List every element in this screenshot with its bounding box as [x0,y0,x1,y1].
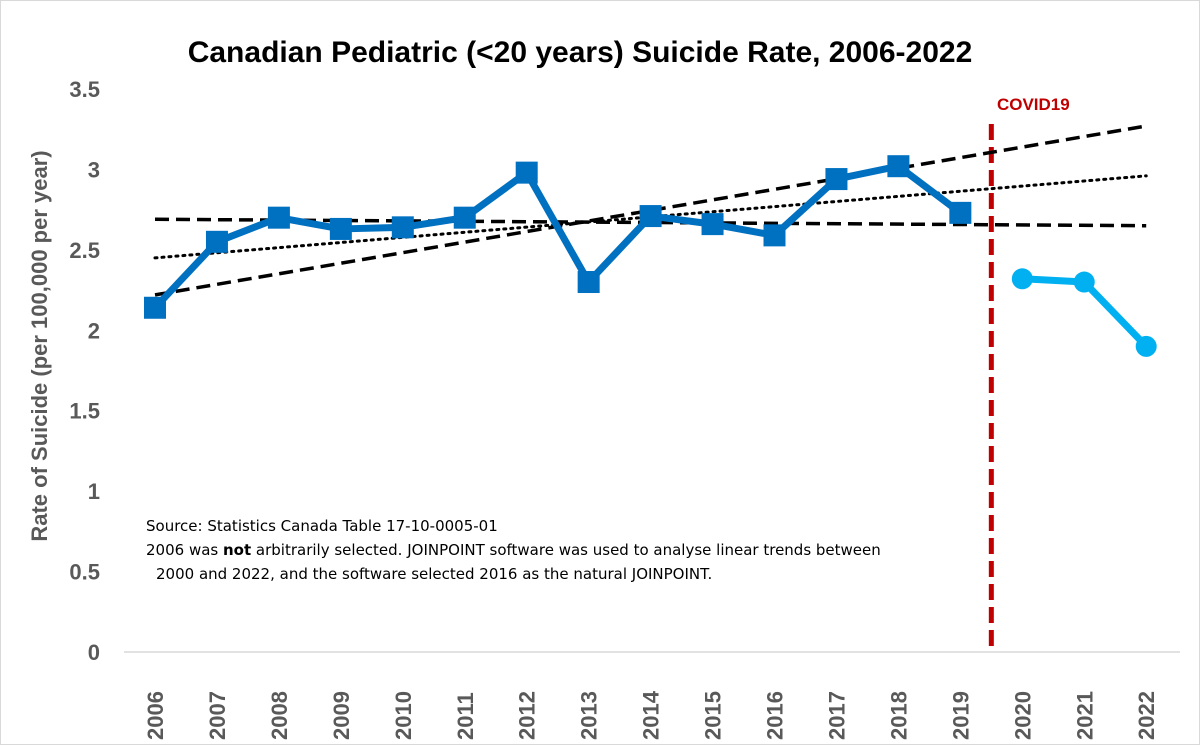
y-tick-label: 3 [88,157,100,182]
x-tick-label: 2007 [205,691,230,740]
x-tick-label: 2008 [267,691,292,740]
x-tick-label: 2017 [824,691,849,740]
data-point [1135,335,1157,357]
data-point [453,206,476,229]
y-tick-label: 0 [88,640,100,665]
x-tick-label: 2022 [1134,691,1159,740]
x-tick-label: 2012 [515,691,540,740]
data-point [701,213,724,236]
chart-notes: Source: Statistics Canada Table 17-10-00… [146,514,881,586]
method-note-bold: not [223,541,252,559]
data-point [391,216,414,239]
y-tick-label: 1.5 [69,399,100,424]
data-point [267,206,290,229]
x-tick-label: 2021 [1072,691,1097,740]
y-tick-label: 0.5 [69,560,100,585]
data-point [887,155,910,178]
covid-label: COVID19 [997,95,1070,114]
data-point [639,205,662,228]
x-tick-label: 2006 [143,691,168,740]
data-point [825,168,848,191]
y-tick-label: 3.5 [69,77,100,102]
x-tick-label: 2018 [886,691,911,740]
x-tick-label: 2019 [948,691,973,740]
data-point [949,201,972,224]
data-point [577,271,600,294]
x-tick-label: 2015 [701,691,726,740]
source-note: Source: Statistics Canada Table 17-10-00… [146,517,498,535]
x-tick-label: 2013 [577,691,602,740]
y-tick-label: 1 [88,479,100,504]
data-point [205,230,228,253]
x-tick-label: 2020 [1010,691,1035,740]
data-point [329,217,352,240]
data-point [1073,271,1095,293]
x-tick-label: 2009 [329,691,354,740]
y-tick-label: 2.5 [69,238,100,263]
data-point [763,224,786,247]
method-note-part2: arbitrarily selected. JOINPOINT software… [251,541,881,559]
data-point [1011,268,1033,290]
x-tick-label: 2011 [453,692,478,740]
method-note-part1: 2006 was [146,541,223,559]
data-point [144,296,166,319]
x-tick-label: 2010 [391,691,416,740]
method-note: 2006 was not arbitrarily selected. JOINP… [146,538,881,562]
data-point [515,161,538,184]
x-tick-label: 2014 [639,690,664,740]
x-tick-label: 2016 [763,691,788,740]
method-note-line2: 2000 and 2022, and the software selected… [156,565,713,583]
chart-title: Canadian Pediatric (<20 years) Suicide R… [187,36,973,69]
y-tick-label: 2 [88,318,100,343]
